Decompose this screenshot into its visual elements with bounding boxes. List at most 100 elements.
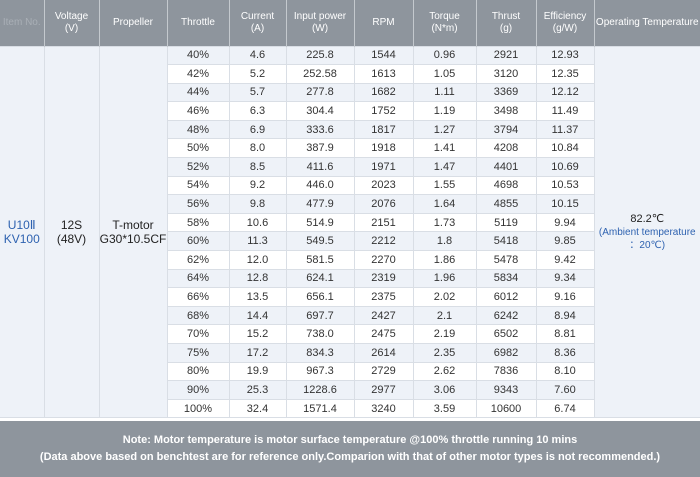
table-cell: 4401 — [475, 157, 537, 177]
column-header-unit: (A) — [250, 22, 265, 34]
table-cell: 11.49 — [535, 101, 594, 121]
table-cell: 8.36 — [535, 343, 594, 363]
table-cell: 5478 — [475, 250, 537, 270]
table-cell: 56% — [167, 194, 230, 214]
table-cell: 6502 — [475, 324, 537, 344]
footer-note-line-2: (Data above based on benchtest are for r… — [39, 451, 661, 463]
table-cell: 5.2 — [228, 64, 287, 84]
table-cell: 32.4 — [228, 398, 287, 419]
table-row: 75% 17.2 834.3 2614 2.35 6982 8.36 — [0, 343, 700, 363]
table-cell: 1.05 — [412, 64, 477, 84]
operating-temperature-cell: 82.2℃ (Ambient temperature ：20℃) — [593, 45, 700, 419]
column-header-label: Efficiency — [543, 10, 587, 22]
table-cell: 14.4 — [228, 305, 287, 326]
table-cell: 2.02 — [412, 287, 477, 307]
table-cell: 1.27 — [412, 119, 477, 140]
table-cell: 6982 — [475, 343, 537, 363]
table-cell: 446.0 — [285, 175, 355, 196]
table-row: 58% 10.6 514.9 2151 1.73 5119 9.94 — [0, 212, 700, 233]
table-cell: 15.2 — [228, 324, 287, 344]
table-row: 48% 6.9 333.6 1817 1.27 3794 11.37 — [0, 119, 700, 140]
table-cell: 5.7 — [228, 82, 287, 103]
voltage-value: (48V) — [56, 231, 87, 246]
table-row: 68% 14.4 697.7 2427 2.1 6242 8.94 — [0, 305, 700, 326]
table-cell: 9.2 — [228, 175, 287, 196]
table-cell: 9.85 — [535, 231, 594, 252]
table-cell: 1.86 — [412, 250, 477, 270]
table-cell: 6242 — [475, 305, 537, 326]
propeller-model: G30*10.5CF — [99, 231, 167, 246]
table-cell: 40% — [166, 45, 230, 66]
table-cell: 1228.6 — [285, 380, 355, 400]
table-cell: 333.6 — [285, 119, 355, 140]
column-header-unit: (g/W) — [552, 22, 578, 34]
table-cell: 2023 — [353, 175, 414, 196]
table-cell: 10.69 — [535, 157, 594, 177]
table-cell: 7.60 — [535, 380, 594, 400]
table-cell: 8.10 — [535, 361, 594, 382]
table-cell: 7836 — [475, 361, 537, 382]
table-cell: 2076 — [353, 194, 414, 214]
column-header: Torque (N*m) — [413, 0, 477, 46]
table-cell: 304.4 — [285, 101, 355, 121]
table-cell: 2729 — [353, 361, 414, 382]
table-cell: 2921 — [475, 45, 537, 66]
table-cell: 6.74 — [535, 398, 594, 419]
column-header-label: RPM — [372, 16, 395, 28]
column-header: Item No. — [0, 0, 45, 46]
table-cell: 2427 — [353, 305, 414, 326]
table-row: 80% 19.9 967.3 2729 2.62 7836 8.10 — [0, 361, 700, 382]
table-cell: 19.9 — [228, 361, 287, 382]
table-row: 54% 9.2 446.0 2023 1.55 4698 10.53 — [0, 175, 700, 196]
table-cell: 1.11 — [412, 82, 477, 103]
table-cell: 2375 — [353, 287, 414, 307]
table-cell: 656.1 — [285, 287, 355, 307]
column-header-label: Throttle — [181, 16, 215, 28]
column-header-label: Thrust — [491, 10, 521, 22]
table-cell: 8.81 — [535, 324, 594, 344]
table-row: 66% 13.5 656.1 2375 2.02 6012 9.16 — [0, 287, 700, 307]
motor-test-table: Item No. Voltage (V) Propeller Throttle Curre… — [0, 0, 700, 419]
table-cell: 514.9 — [285, 212, 355, 233]
table-cell: 9343 — [475, 380, 537, 400]
table-cell: 8.0 — [228, 138, 287, 159]
model-cell: U10Ⅱ KV100 — [0, 45, 45, 419]
table-cell: 66% — [167, 287, 230, 307]
table-cell: 52% — [167, 157, 230, 177]
temperature-value: 82.2℃ — [630, 212, 665, 225]
table-cell: 90% — [167, 380, 230, 400]
table-cell: 13.5 — [228, 287, 287, 307]
table-cell: 6.3 — [228, 101, 287, 121]
table-cell: 4.6 — [228, 45, 287, 66]
table-row: 60% 11.3 549.5 2212 1.8 5418 9.85 — [0, 231, 700, 252]
table-cell: 8.94 — [535, 305, 594, 326]
table-cell: 62% — [167, 250, 230, 270]
table-cell: 12.8 — [228, 268, 287, 289]
table-cell: 75% — [167, 343, 230, 363]
table-cell: 2977 — [353, 380, 414, 400]
table-cell: 9.16 — [535, 287, 594, 307]
table-cell: 1.41 — [412, 138, 477, 159]
table-cell: 1571.4 — [285, 398, 355, 419]
table-cell: 2.62 — [412, 361, 477, 382]
table-cell: 3.59 — [412, 398, 477, 419]
table-cell: 1682 — [353, 82, 414, 103]
table-cell: 5119 — [475, 212, 537, 233]
table-cell: 581.5 — [285, 250, 355, 270]
table-cell: 9.42 — [535, 250, 594, 270]
table-row: 90% 25.3 1228.6 2977 3.06 9343 7.60 — [0, 380, 700, 400]
table-cell: 5418 — [475, 231, 537, 252]
table-cell: 4698 — [475, 175, 537, 196]
table-row: 62% 12.0 581.5 2270 1.86 5478 9.42 — [0, 250, 700, 270]
table-row: 46% 6.3 304.4 1752 1.19 3498 11.49 — [0, 101, 700, 121]
table-cell: 2151 — [353, 212, 414, 233]
table-row: 56% 9.8 477.9 2076 1.64 4855 10.15 — [0, 194, 700, 214]
table-cell: 6012 — [475, 287, 537, 307]
table-cell: 68% — [167, 305, 230, 326]
table-cell: 1.8 — [412, 231, 477, 252]
table-cell: 2.1 — [412, 305, 477, 326]
table-body: U10Ⅱ KV100 12S (48V) T-motor G30*10.5CF 40% 4.6… — [0, 45, 700, 419]
table-header: Item No. Voltage (V) Propeller Throttle Curre… — [0, 0, 700, 46]
table-cell: 100% — [167, 398, 230, 419]
table-cell: 60% — [167, 231, 230, 252]
